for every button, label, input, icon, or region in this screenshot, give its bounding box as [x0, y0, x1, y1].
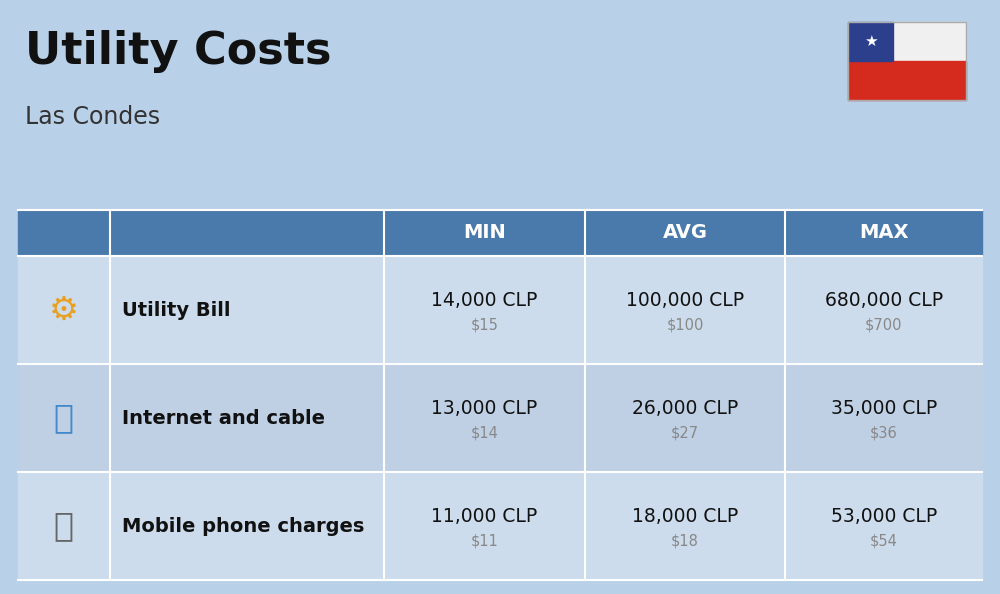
Text: $54: $54 — [870, 533, 898, 548]
Text: 18,000 CLP: 18,000 CLP — [632, 507, 738, 526]
Text: MIN: MIN — [463, 223, 506, 242]
Text: 53,000 CLP: 53,000 CLP — [831, 507, 937, 526]
Text: 14,000 CLP: 14,000 CLP — [431, 290, 538, 309]
Text: ★: ★ — [864, 34, 877, 49]
Text: 680,000 CLP: 680,000 CLP — [825, 290, 943, 309]
Text: 📱: 📱 — [54, 510, 74, 542]
Text: $11: $11 — [471, 533, 499, 548]
Bar — [848, 22, 966, 61]
Text: MAX: MAX — [859, 223, 908, 242]
Text: 11,000 CLP: 11,000 CLP — [431, 507, 538, 526]
Text: 26,000 CLP: 26,000 CLP — [632, 399, 738, 418]
Text: Internet and cable: Internet and cable — [122, 409, 325, 428]
Bar — [848, 22, 966, 100]
Text: Las Condes: Las Condes — [25, 105, 160, 129]
Text: $27: $27 — [671, 425, 699, 441]
Bar — [18, 472, 982, 580]
Text: ⚙: ⚙ — [49, 293, 79, 327]
Bar — [18, 364, 982, 472]
Bar — [18, 256, 982, 364]
Text: Mobile phone charges: Mobile phone charges — [122, 517, 364, 536]
Text: $14: $14 — [471, 425, 499, 441]
Text: Utility Bill: Utility Bill — [122, 301, 230, 320]
Text: $15: $15 — [471, 318, 499, 333]
Text: $36: $36 — [870, 425, 898, 441]
Text: 100,000 CLP: 100,000 CLP — [626, 290, 744, 309]
Text: AVG: AVG — [663, 223, 708, 242]
Text: $100: $100 — [666, 318, 704, 333]
Text: 35,000 CLP: 35,000 CLP — [831, 399, 937, 418]
Bar — [848, 61, 966, 100]
Text: $700: $700 — [865, 318, 902, 333]
Text: 13,000 CLP: 13,000 CLP — [431, 399, 538, 418]
Bar — [848, 22, 893, 61]
Text: Utility Costs: Utility Costs — [25, 30, 332, 73]
Text: 📶: 📶 — [54, 402, 74, 434]
Bar — [18, 210, 982, 256]
Text: $18: $18 — [671, 533, 699, 548]
